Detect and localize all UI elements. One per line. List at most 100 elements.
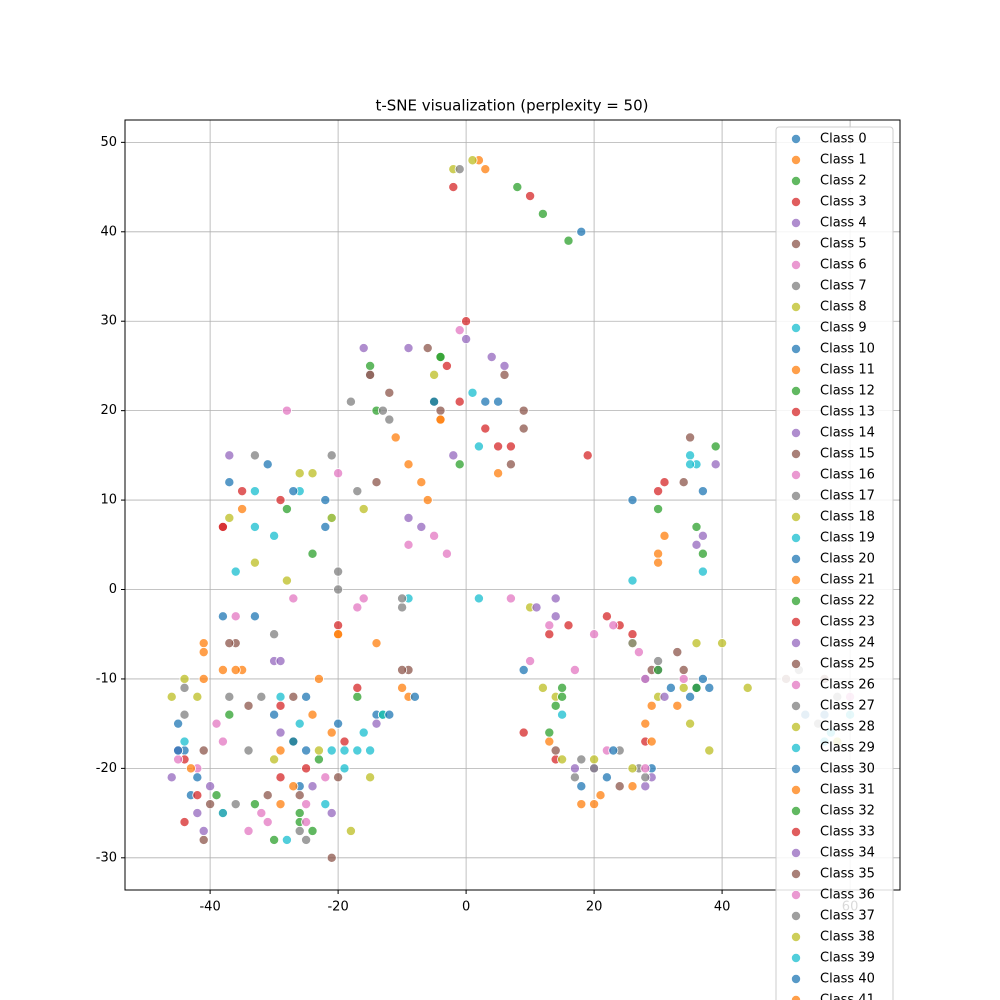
point bbox=[275, 700, 286, 711]
legend-marker bbox=[791, 890, 802, 901]
point bbox=[281, 834, 292, 845]
legend-label: Class 15 bbox=[820, 447, 875, 462]
point bbox=[333, 629, 344, 640]
point bbox=[217, 736, 228, 747]
point bbox=[198, 825, 209, 836]
point bbox=[198, 834, 209, 845]
legend-marker bbox=[791, 364, 802, 375]
point bbox=[659, 530, 670, 541]
legend-marker bbox=[791, 785, 802, 796]
point bbox=[288, 691, 299, 702]
point bbox=[333, 566, 344, 577]
point bbox=[288, 736, 299, 747]
point bbox=[493, 441, 504, 452]
point bbox=[243, 745, 254, 756]
point bbox=[640, 763, 651, 774]
legend-marker bbox=[791, 469, 802, 480]
legend-marker bbox=[791, 848, 802, 859]
point bbox=[256, 691, 267, 702]
point bbox=[435, 414, 446, 425]
y-tick-label: 40 bbox=[100, 224, 117, 239]
y-tick-label: -10 bbox=[96, 671, 117, 686]
legend-label: Class 32 bbox=[820, 804, 875, 819]
point bbox=[505, 459, 516, 470]
point bbox=[217, 665, 228, 676]
point bbox=[224, 691, 235, 702]
point bbox=[512, 182, 523, 193]
point bbox=[249, 450, 260, 461]
point bbox=[339, 745, 350, 756]
legend-label: Class 16 bbox=[820, 468, 875, 483]
point bbox=[678, 673, 689, 684]
point bbox=[345, 396, 356, 407]
point bbox=[301, 834, 312, 845]
point bbox=[365, 369, 376, 380]
point bbox=[173, 718, 184, 729]
legend-marker bbox=[791, 617, 802, 628]
x-tick-label: -20 bbox=[327, 900, 348, 915]
legend-label: Class 33 bbox=[820, 825, 875, 840]
point bbox=[691, 521, 702, 532]
point bbox=[608, 620, 619, 631]
point bbox=[358, 593, 369, 604]
point bbox=[249, 799, 260, 810]
point bbox=[409, 691, 420, 702]
point bbox=[653, 665, 664, 676]
point bbox=[627, 495, 638, 506]
legend-marker bbox=[791, 238, 802, 249]
point bbox=[550, 745, 561, 756]
point bbox=[333, 620, 344, 631]
point bbox=[633, 647, 644, 658]
point bbox=[653, 656, 664, 667]
point bbox=[525, 656, 536, 667]
point bbox=[333, 584, 344, 595]
point bbox=[461, 334, 472, 345]
point bbox=[480, 396, 491, 407]
point bbox=[416, 477, 427, 488]
point bbox=[422, 495, 433, 506]
point bbox=[269, 629, 280, 640]
point bbox=[224, 512, 235, 523]
point bbox=[249, 486, 260, 497]
legend-marker bbox=[791, 322, 802, 333]
point bbox=[486, 351, 497, 362]
point bbox=[537, 208, 548, 219]
legend-label: Class 7 bbox=[820, 279, 867, 294]
legend-marker bbox=[791, 533, 802, 544]
legend-label: Class 34 bbox=[820, 846, 875, 861]
y-tick-label: 0 bbox=[109, 582, 117, 597]
point bbox=[467, 155, 478, 166]
point bbox=[217, 521, 228, 532]
point bbox=[665, 682, 676, 693]
point bbox=[313, 745, 324, 756]
legend-label: Class 27 bbox=[820, 699, 875, 714]
point bbox=[697, 566, 708, 577]
point bbox=[697, 486, 708, 497]
legend-marker bbox=[791, 911, 802, 922]
point bbox=[569, 772, 580, 783]
point bbox=[448, 450, 459, 461]
point bbox=[352, 486, 363, 497]
point bbox=[435, 405, 446, 416]
point bbox=[275, 656, 286, 667]
legend-marker bbox=[791, 638, 802, 649]
legend-label: Class 1 bbox=[820, 153, 867, 168]
point bbox=[358, 504, 369, 515]
point bbox=[499, 369, 510, 380]
point bbox=[608, 745, 619, 756]
point bbox=[429, 369, 440, 380]
point bbox=[627, 629, 638, 640]
point bbox=[557, 754, 568, 765]
legend-marker bbox=[791, 743, 802, 754]
point bbox=[525, 191, 536, 202]
point bbox=[224, 450, 235, 461]
point bbox=[473, 593, 484, 604]
point bbox=[397, 682, 408, 693]
point bbox=[301, 799, 312, 810]
point bbox=[166, 772, 177, 783]
legend-marker bbox=[791, 512, 802, 523]
point bbox=[710, 441, 721, 452]
point bbox=[710, 459, 721, 470]
